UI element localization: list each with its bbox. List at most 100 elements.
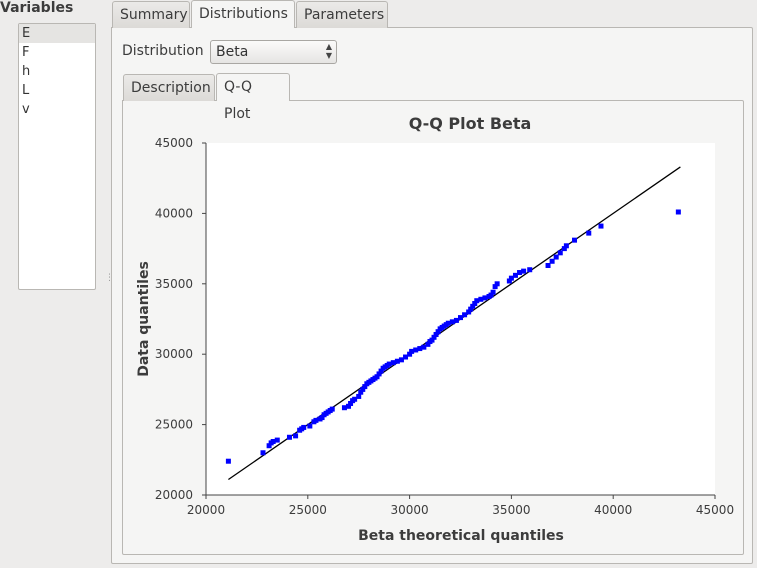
data-point [462, 312, 468, 318]
data-point [319, 415, 325, 421]
data-point [478, 296, 484, 302]
data-point [472, 301, 478, 307]
data-point [346, 403, 352, 409]
data-point [545, 262, 551, 268]
tab-description[interactable]: Description [123, 74, 215, 101]
data-point [557, 250, 563, 256]
data-point [413, 347, 419, 353]
data-point [435, 329, 441, 335]
data-point [358, 389, 364, 395]
variables-title: Variables [0, 0, 74, 16]
splitter-handle[interactable]: ⋮ [105, 273, 114, 283]
qq-plot-chart: Q-Q Plot Beta 20000 25000 30000 35000 40000 4… [136, 114, 734, 544]
data-point [561, 246, 567, 252]
data-point [417, 346, 423, 352]
tab-parameters[interactable]: Parameters [296, 1, 388, 28]
x-tick-label: 20000 [187, 503, 225, 517]
data-point [553, 254, 559, 260]
data-point [675, 209, 681, 215]
list-item[interactable]: h [22, 64, 31, 79]
y-axis-label: Data quantiles [136, 261, 152, 377]
data-point [482, 295, 488, 301]
list-item[interactable]: E [19, 24, 95, 43]
data-point [512, 272, 518, 278]
distribution-label: Distribution [122, 43, 204, 59]
distribution-selected-value: Beta [216, 44, 249, 60]
data-point [360, 386, 366, 392]
data-point [549, 258, 555, 264]
data-point [506, 278, 512, 284]
x-axis-label: Beta theoretical quantiles [358, 528, 564, 544]
data-point [394, 358, 400, 364]
data-point [409, 348, 415, 354]
data-point [329, 406, 335, 412]
data-point [356, 393, 362, 399]
data-point [407, 351, 413, 357]
data-point [572, 237, 578, 243]
data-point [488, 292, 494, 298]
y-tick-label: 25000 [155, 418, 193, 432]
y-tick-label: 40000 [155, 206, 193, 220]
data-point [307, 423, 313, 429]
data-point [425, 341, 431, 347]
data-point [598, 223, 604, 229]
data-point [376, 371, 382, 377]
data-point [470, 303, 476, 309]
updown-arrow-icon: ▲ ▼ [325, 42, 332, 60]
x-tick-label: 35000 [492, 503, 530, 517]
data-point [508, 275, 514, 281]
y-tick-label: 30000 [155, 347, 193, 361]
data-point [494, 281, 500, 287]
tab-qq-plot[interactable]: Q-Q Plot [216, 73, 290, 122]
data-point [341, 405, 347, 411]
data-point [458, 315, 463, 321]
data-point [449, 319, 455, 325]
list-item[interactable]: L [22, 83, 30, 98]
data-point [286, 434, 292, 440]
data-point [492, 284, 498, 290]
x-tick-label: 40000 [594, 503, 632, 517]
data-point [586, 230, 592, 236]
data-point [386, 361, 392, 367]
distribution-select[interactable]: Beta ▲ ▼ [210, 40, 337, 64]
x-tick-label: 45000 [696, 503, 734, 517]
list-item[interactable]: F [22, 45, 30, 60]
data-point [468, 306, 474, 312]
data-point [445, 320, 451, 326]
data-point [313, 417, 319, 423]
data-point [429, 337, 435, 343]
data-point [403, 354, 409, 360]
data-point [453, 317, 459, 323]
data-point [374, 374, 380, 380]
chart-title: Q-Q Plot Beta [409, 114, 532, 133]
list-item[interactable]: v [22, 102, 30, 117]
data-point [474, 298, 480, 304]
tab-distributions[interactable]: Distributions [191, 0, 295, 28]
x-tick-label: 25000 [289, 503, 327, 517]
data-point [352, 396, 358, 402]
data-point [274, 437, 280, 443]
data-point [225, 458, 231, 464]
data-point [301, 424, 307, 430]
data-point [490, 289, 496, 295]
x-tick-label: 30000 [391, 503, 429, 517]
y-tick-label: 20000 [155, 488, 193, 502]
data-point [348, 400, 354, 406]
data-point [466, 309, 472, 315]
data-point [362, 384, 368, 390]
data-point [260, 450, 266, 456]
variables-list[interactable]: E F h L v [18, 23, 96, 290]
data-point [378, 368, 384, 374]
y-tick-label: 45000 [155, 136, 193, 150]
data-point [521, 268, 527, 274]
data-point [527, 267, 533, 273]
data-point [431, 334, 437, 340]
data-point [390, 360, 396, 366]
data-point [421, 344, 427, 350]
y-tick-label: 35000 [155, 277, 193, 291]
data-point [398, 357, 404, 363]
tab-summary[interactable]: Summary [112, 1, 190, 28]
data-point [266, 443, 272, 449]
data-point [293, 433, 299, 439]
data-point [270, 438, 276, 444]
